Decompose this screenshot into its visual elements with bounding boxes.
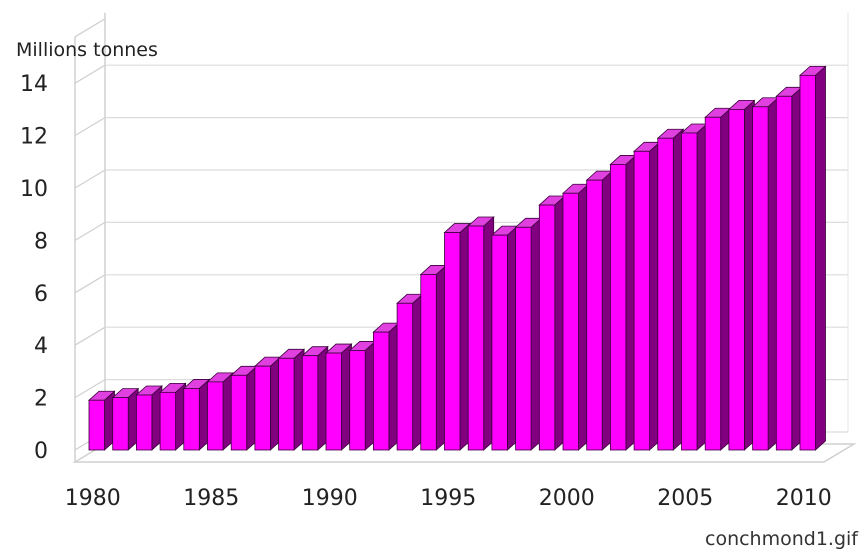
y-tick-label: 2	[34, 387, 48, 412]
bars	[87, 65, 827, 451]
side-gridline	[74, 18, 106, 38]
x-tick-label: 1990	[302, 486, 358, 511]
side-gridline	[74, 274, 106, 294]
x-tick-label: 1980	[65, 486, 121, 511]
y-tick-label: 12	[20, 125, 48, 150]
bar	[443, 222, 472, 451]
bar	[467, 216, 495, 451]
y-tick-label: 8	[34, 229, 48, 254]
bar	[348, 340, 377, 451]
bar	[656, 128, 685, 451]
x-tick-label: 2000	[539, 486, 595, 511]
y-axis-label: Millions tonnes	[16, 39, 158, 61]
bar	[561, 183, 590, 451]
bar	[419, 264, 448, 451]
bar	[751, 96, 780, 451]
side-gridline	[74, 221, 106, 241]
bar	[301, 345, 329, 451]
x-tick-label: 2005	[657, 486, 713, 511]
bar	[396, 293, 424, 451]
y-tick-label: 4	[34, 334, 48, 359]
x-tick-label: 1985	[183, 486, 239, 511]
bar	[490, 225, 519, 451]
x-tick-label: 2010	[776, 486, 832, 511]
bar	[135, 385, 163, 451]
x-tick-labels: 1980 1985 1990 1995 2000 2005 2010	[65, 486, 832, 511]
bar	[253, 356, 282, 451]
bar	[633, 141, 661, 451]
bar	[775, 86, 803, 451]
side-gridline	[74, 326, 106, 346]
bar	[538, 195, 566, 451]
y-tick-label: 10	[20, 177, 48, 202]
bar	[372, 322, 400, 451]
side-gridline	[74, 379, 106, 399]
side-gridline	[74, 64, 106, 84]
y-tick-label: 6	[34, 282, 48, 307]
bar	[680, 123, 709, 451]
side-gridline	[74, 117, 106, 137]
bar	[206, 371, 235, 451]
bar	[704, 107, 732, 451]
bar	[609, 154, 637, 451]
y-tick-label: 14	[20, 72, 48, 97]
bar	[277, 348, 306, 451]
x-tick-label: 1995	[420, 486, 476, 511]
bar	[111, 387, 140, 451]
bar	[798, 65, 827, 451]
bar	[324, 343, 353, 451]
bar	[727, 99, 756, 451]
filename-caption: conchmond1.gif	[705, 528, 859, 550]
y-tick-label: 0	[34, 439, 48, 464]
bar	[182, 378, 211, 451]
bar	[585, 170, 614, 451]
bar	[159, 382, 187, 451]
bar	[230, 365, 258, 451]
side-gridline	[74, 169, 106, 189]
y-tick-labels: 0 2 4 6 8 10 12 14	[20, 72, 48, 464]
bar	[514, 217, 543, 451]
bar	[87, 390, 116, 451]
